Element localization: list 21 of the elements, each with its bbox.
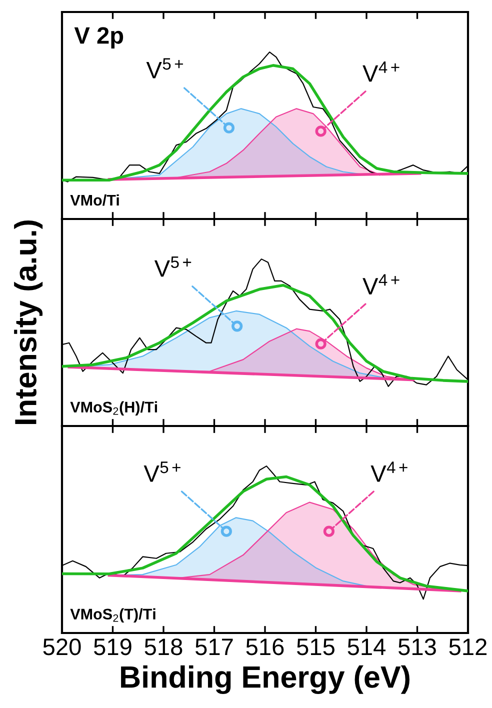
x-tick-label: 520 [43, 638, 81, 656]
annotation: V$^{4+}$ [370, 462, 408, 482]
x-tick-label: 512 [449, 638, 487, 656]
x-tick-label: 517 [196, 638, 233, 656]
annotation: VMoS$_{2}$(H)/Ti [70, 401, 157, 416]
annotation: V$^{5+}$ [144, 462, 180, 482]
x-tick-label: 516 [246, 638, 284, 656]
y-axis-title: Intensity (a.u.) [14, 220, 43, 424]
x-axis-title: Binding Energy (eV) [121, 665, 410, 694]
x-tick-label: 518 [144, 638, 182, 656]
x-tick-label: 515 [297, 638, 334, 656]
x-tick-label: 513 [398, 638, 436, 656]
annotation: V$^{5+}$ [146, 58, 183, 78]
annotation: V$^{4+}$ [362, 274, 400, 294]
annotation: VMo/Ti [70, 194, 119, 206]
annotation: V$^{5+}$ [154, 256, 192, 277]
chart-title: V 2p [74, 27, 124, 48]
annotation: VMoS$_{2}$(T)/Ti [70, 608, 156, 623]
x-tick-label: 519 [94, 638, 132, 656]
annotation: V$^{4+}$ [362, 62, 400, 82]
x-tick-label: 514 [348, 638, 386, 656]
